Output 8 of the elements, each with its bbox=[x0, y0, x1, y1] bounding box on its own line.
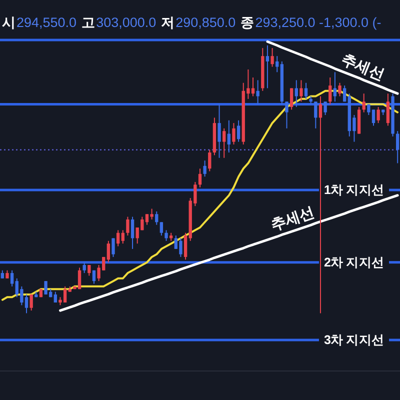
text: 시 bbox=[2, 15, 16, 30]
text: 종 bbox=[240, 15, 255, 30]
text: 고 bbox=[82, 15, 96, 30]
text: 294,550.0 bbox=[16, 15, 77, 30]
text: 저 bbox=[161, 15, 176, 30]
text: 293,250.0 -1,300.0 (- bbox=[255, 15, 382, 30]
text: 303,000.0 bbox=[96, 15, 156, 30]
text: 290,850.0 bbox=[176, 15, 236, 30]
